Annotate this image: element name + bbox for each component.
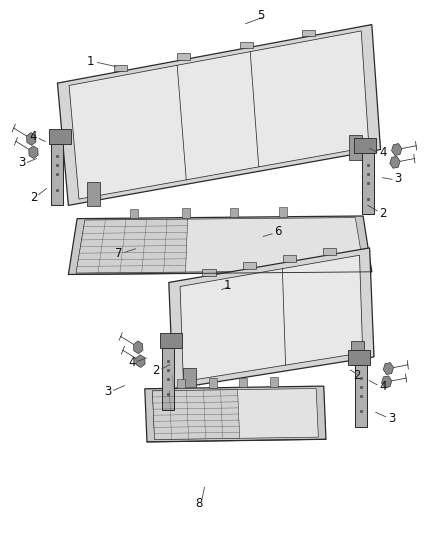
Polygon shape [114, 65, 127, 71]
Polygon shape [177, 53, 190, 60]
Text: 3: 3 [104, 385, 111, 398]
Polygon shape [354, 138, 376, 153]
Polygon shape [302, 30, 315, 36]
Text: 7: 7 [115, 247, 122, 260]
Text: 2: 2 [379, 207, 386, 220]
Polygon shape [68, 216, 372, 274]
Text: 3: 3 [18, 156, 25, 169]
Polygon shape [180, 255, 363, 382]
Polygon shape [349, 135, 362, 159]
Polygon shape [355, 366, 367, 426]
Text: 2: 2 [353, 369, 360, 382]
Polygon shape [51, 144, 63, 205]
Polygon shape [160, 334, 182, 349]
Polygon shape [230, 208, 238, 217]
Polygon shape [209, 378, 217, 388]
Polygon shape [57, 25, 381, 205]
Polygon shape [240, 42, 253, 48]
Polygon shape [177, 378, 184, 388]
Polygon shape [348, 351, 370, 366]
Polygon shape [131, 208, 138, 218]
Text: 5: 5 [257, 9, 264, 22]
Polygon shape [381, 376, 392, 388]
Polygon shape [383, 362, 394, 375]
Polygon shape [162, 349, 174, 409]
Polygon shape [243, 262, 256, 269]
Polygon shape [169, 248, 374, 389]
Text: 6: 6 [274, 225, 282, 238]
Polygon shape [27, 133, 36, 146]
Polygon shape [390, 156, 400, 168]
Polygon shape [145, 386, 326, 442]
Polygon shape [362, 153, 374, 214]
Text: 3: 3 [388, 411, 395, 424]
Text: 1: 1 [224, 279, 231, 292]
Polygon shape [49, 129, 71, 144]
Polygon shape [351, 341, 364, 365]
Polygon shape [239, 378, 247, 387]
Text: 4: 4 [379, 146, 386, 159]
Text: 4: 4 [30, 130, 37, 143]
Polygon shape [76, 217, 364, 273]
Polygon shape [270, 377, 278, 387]
Polygon shape [87, 182, 100, 206]
Text: 8: 8 [196, 497, 203, 510]
Text: 3: 3 [394, 172, 402, 185]
Polygon shape [279, 207, 287, 217]
Text: 4: 4 [128, 356, 135, 369]
Polygon shape [283, 255, 296, 262]
Text: 4: 4 [379, 379, 386, 393]
Text: 2: 2 [30, 191, 37, 204]
Polygon shape [152, 390, 240, 440]
Text: 1: 1 [86, 55, 94, 68]
Polygon shape [29, 146, 38, 159]
Polygon shape [136, 355, 145, 367]
Polygon shape [134, 341, 143, 354]
Polygon shape [183, 368, 196, 392]
Polygon shape [69, 31, 369, 199]
Polygon shape [392, 143, 402, 156]
Polygon shape [152, 389, 318, 440]
Polygon shape [182, 208, 190, 217]
Text: 2: 2 [152, 364, 159, 377]
Polygon shape [202, 269, 215, 276]
Polygon shape [323, 248, 336, 255]
Polygon shape [76, 219, 187, 273]
